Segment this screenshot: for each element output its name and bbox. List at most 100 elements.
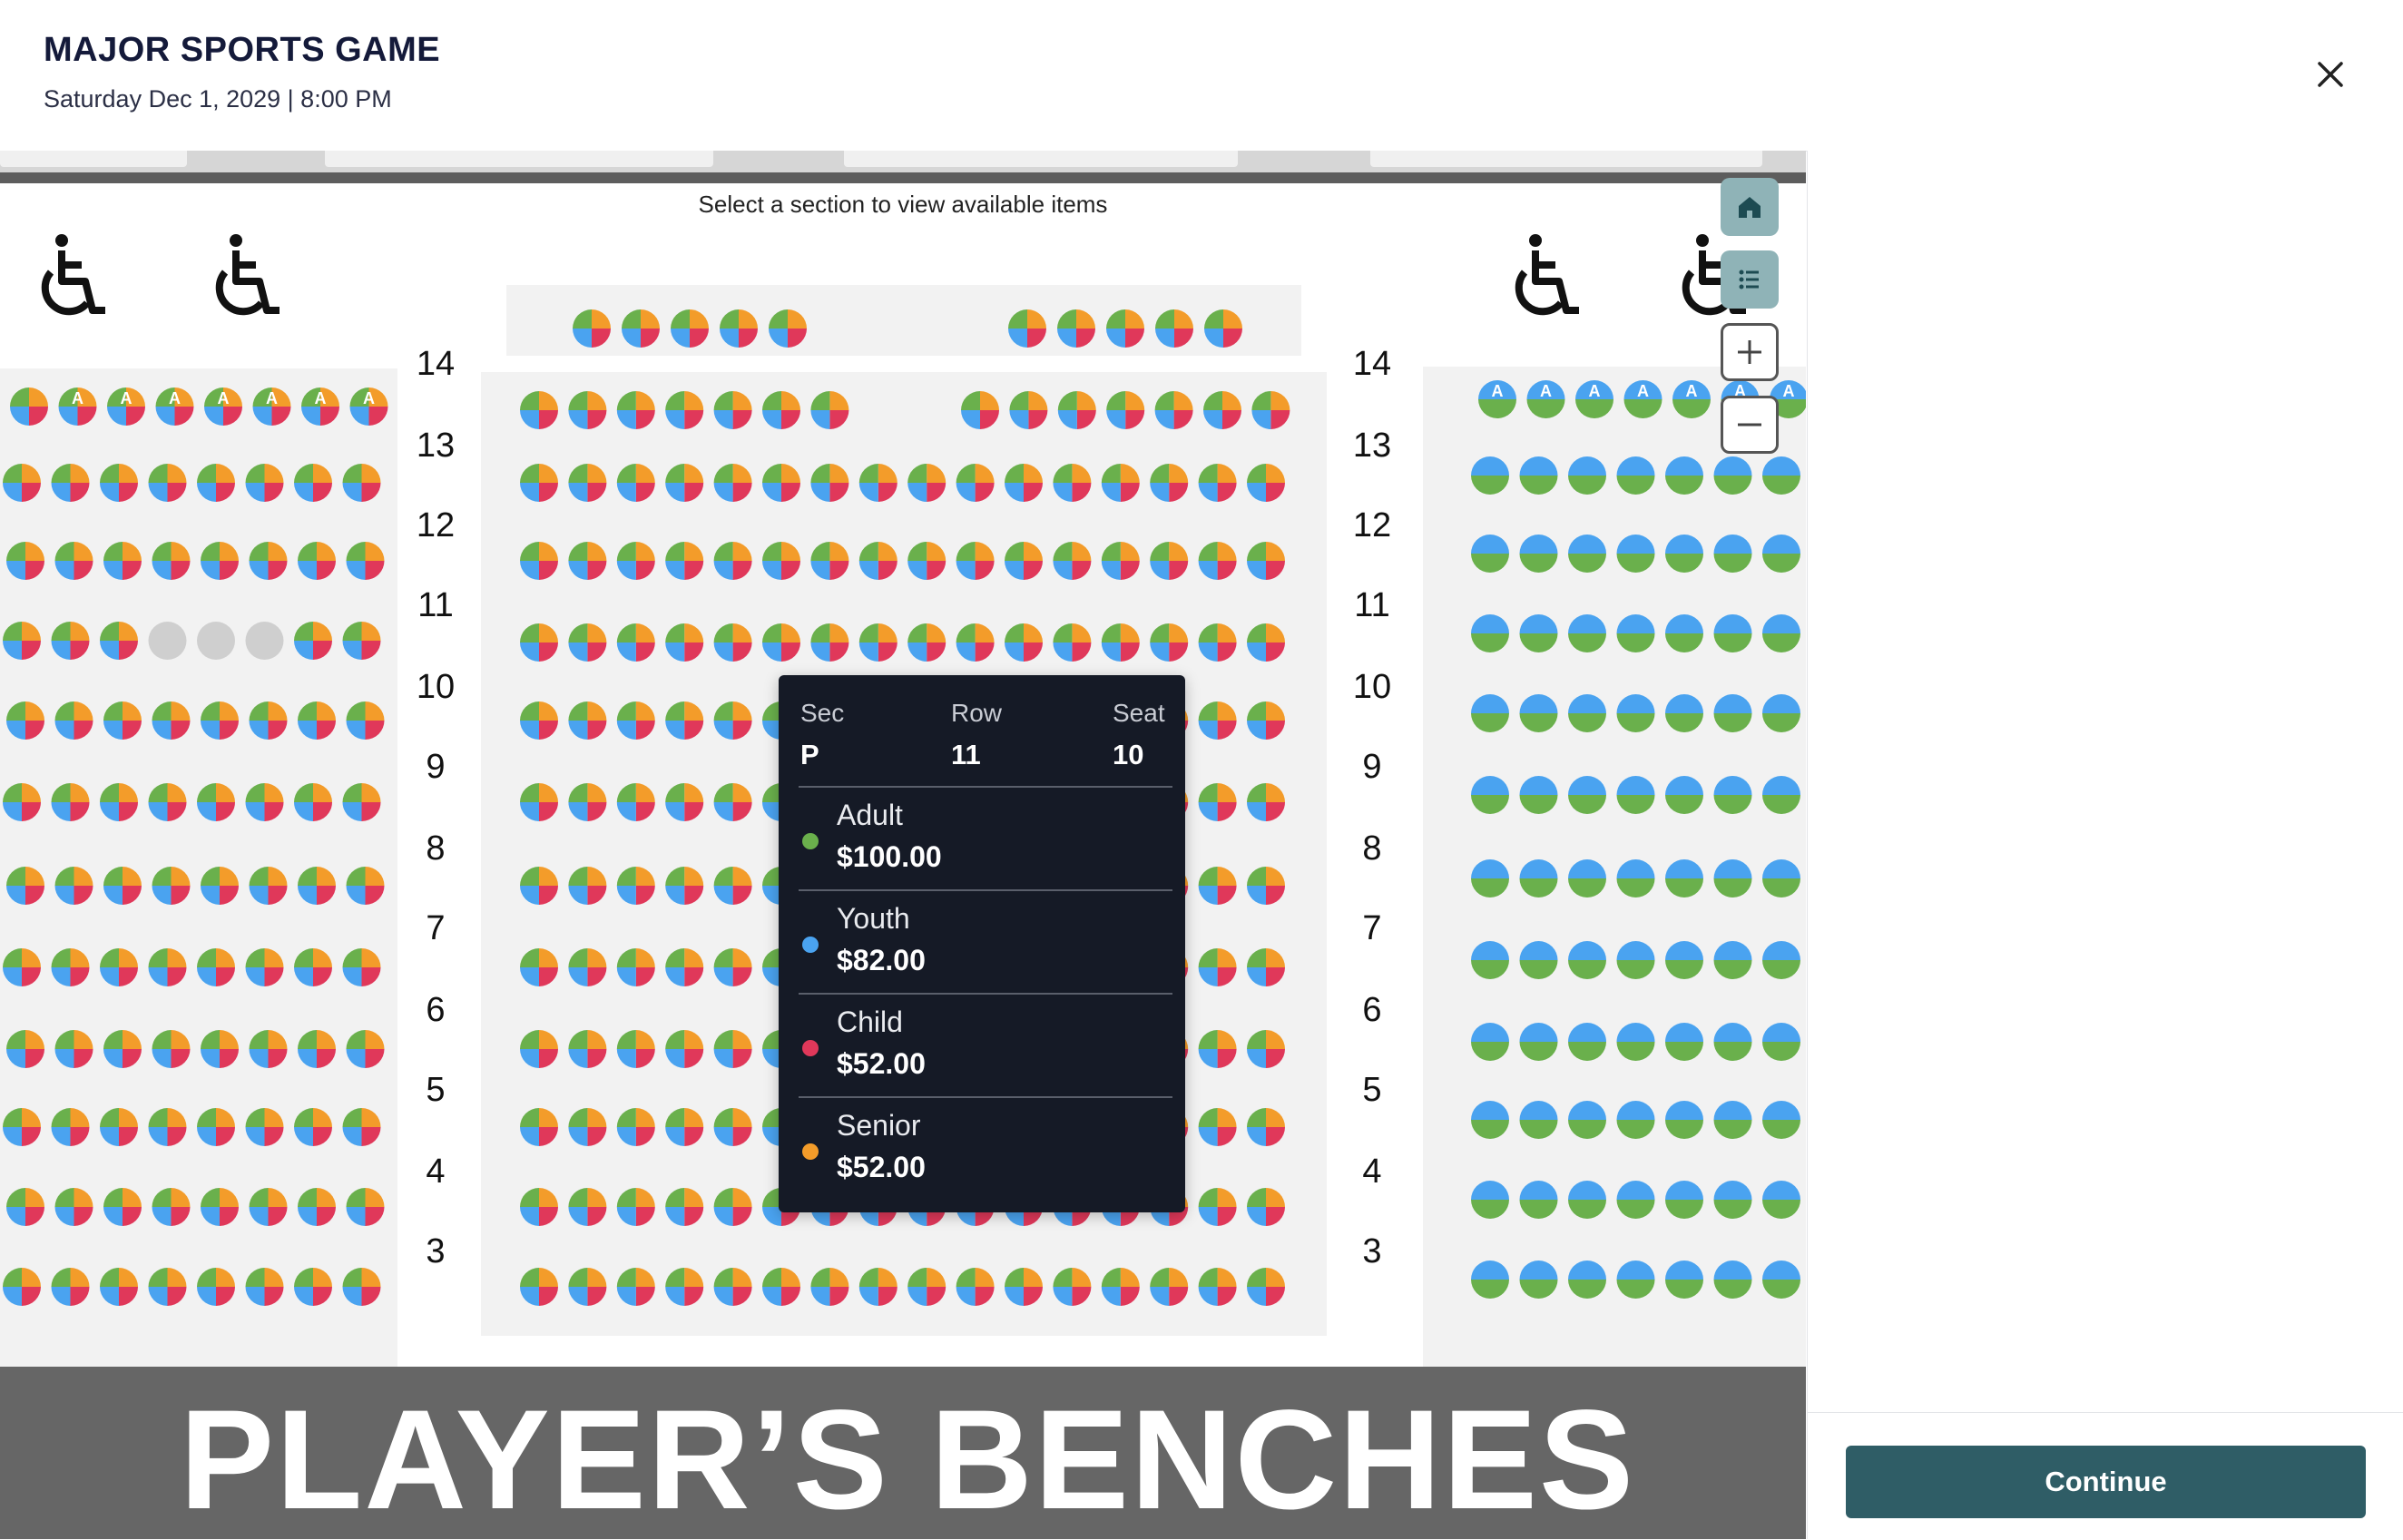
seat[interactable]	[1471, 456, 1509, 495]
seat[interactable]	[1005, 623, 1043, 662]
seat[interactable]	[1762, 456, 1800, 495]
seat[interactable]	[1247, 1188, 1285, 1226]
seat[interactable]	[152, 701, 191, 740]
seat[interactable]	[103, 1030, 142, 1068]
seat[interactable]	[665, 867, 704, 905]
seat[interactable]	[1101, 623, 1140, 662]
seat[interactable]	[520, 623, 558, 662]
seat[interactable]	[713, 783, 752, 821]
seat[interactable]	[1568, 1260, 1606, 1299]
seat[interactable]	[148, 1268, 187, 1306]
seat[interactable]	[665, 783, 704, 821]
seat[interactable]	[1519, 1101, 1558, 1139]
seat[interactable]	[1101, 1268, 1140, 1306]
seat[interactable]	[245, 783, 284, 821]
seat[interactable]	[294, 948, 332, 986]
seat[interactable]	[51, 948, 90, 986]
seat[interactable]	[665, 1108, 704, 1146]
seat[interactable]	[342, 783, 381, 821]
seat[interactable]	[342, 1108, 381, 1146]
seat[interactable]	[520, 783, 558, 821]
seat[interactable]	[568, 701, 607, 740]
seat[interactable]	[568, 1188, 607, 1226]
seat[interactable]	[245, 464, 284, 502]
seat[interactable]	[769, 309, 807, 348]
seat[interactable]	[616, 1268, 655, 1306]
seat[interactable]	[1198, 1188, 1237, 1226]
seat[interactable]: A	[107, 387, 145, 426]
seat[interactable]: A	[1526, 380, 1565, 418]
seat[interactable]	[810, 623, 849, 662]
seat[interactable]	[1713, 1101, 1752, 1139]
seat[interactable]	[616, 867, 655, 905]
seat[interactable]	[245, 1108, 284, 1146]
seat[interactable]	[1008, 309, 1046, 348]
seat[interactable]	[1665, 1260, 1703, 1299]
continue-button[interactable]: Continue	[1846, 1446, 2366, 1518]
seat[interactable]	[907, 1268, 946, 1306]
seat[interactable]	[249, 542, 288, 580]
seat[interactable]	[1198, 1030, 1237, 1068]
home-button[interactable]	[1721, 178, 1779, 236]
seat[interactable]	[762, 391, 800, 429]
seat[interactable]	[1713, 776, 1752, 814]
seat[interactable]	[1568, 1101, 1606, 1139]
seat[interactable]	[1198, 783, 1237, 821]
seat[interactable]	[1568, 614, 1606, 652]
seat[interactable]	[520, 1108, 558, 1146]
seat[interactable]	[568, 623, 607, 662]
seat[interactable]	[100, 622, 138, 660]
seat[interactable]	[1665, 1101, 1703, 1139]
seat[interactable]	[1568, 941, 1606, 979]
seat[interactable]	[342, 1268, 381, 1306]
seat[interactable]	[201, 701, 239, 740]
seat[interactable]	[1150, 623, 1189, 662]
seat[interactable]	[1471, 1181, 1509, 1219]
seat[interactable]	[1665, 941, 1703, 979]
seat[interactable]	[713, 542, 752, 580]
seat[interactable]	[665, 391, 704, 429]
seat[interactable]	[713, 948, 752, 986]
seat[interactable]	[1616, 1101, 1655, 1139]
seat[interactable]	[100, 948, 138, 986]
seat[interactable]	[103, 701, 142, 740]
seat[interactable]	[100, 1108, 138, 1146]
seat[interactable]	[249, 1188, 288, 1226]
seat[interactable]	[1616, 1181, 1655, 1219]
seat[interactable]	[1471, 694, 1509, 732]
seat[interactable]	[201, 1188, 239, 1226]
seat[interactable]	[346, 701, 385, 740]
seat[interactable]	[103, 1188, 142, 1226]
seat[interactable]	[1471, 859, 1509, 898]
seat[interactable]	[907, 464, 946, 502]
seat[interactable]	[1247, 1030, 1285, 1068]
seat[interactable]	[6, 701, 44, 740]
seat[interactable]	[1150, 542, 1189, 580]
seat[interactable]	[100, 464, 138, 502]
seat[interactable]	[1247, 542, 1285, 580]
seat[interactable]	[54, 701, 93, 740]
seat[interactable]	[3, 622, 41, 660]
seat[interactable]	[762, 542, 800, 580]
seat[interactable]	[298, 1188, 336, 1226]
seat[interactable]	[665, 542, 704, 580]
seat[interactable]	[1198, 701, 1237, 740]
seat[interactable]	[568, 867, 607, 905]
seat[interactable]	[10, 387, 48, 426]
seat[interactable]	[342, 948, 381, 986]
seat[interactable]	[961, 391, 999, 429]
seat[interactable]	[1198, 867, 1237, 905]
seat[interactable]	[858, 623, 897, 662]
seat[interactable]	[1519, 859, 1558, 898]
seat[interactable]	[1106, 309, 1144, 348]
seat[interactable]	[1713, 1181, 1752, 1219]
seat[interactable]	[665, 623, 704, 662]
seat[interactable]	[1251, 391, 1290, 429]
seat[interactable]	[713, 701, 752, 740]
seat[interactable]	[1762, 1181, 1800, 1219]
seat[interactable]	[1762, 535, 1800, 573]
seat[interactable]	[249, 867, 288, 905]
seat[interactable]	[671, 309, 709, 348]
seat[interactable]	[1053, 1268, 1092, 1306]
seat[interactable]: A	[58, 387, 97, 426]
